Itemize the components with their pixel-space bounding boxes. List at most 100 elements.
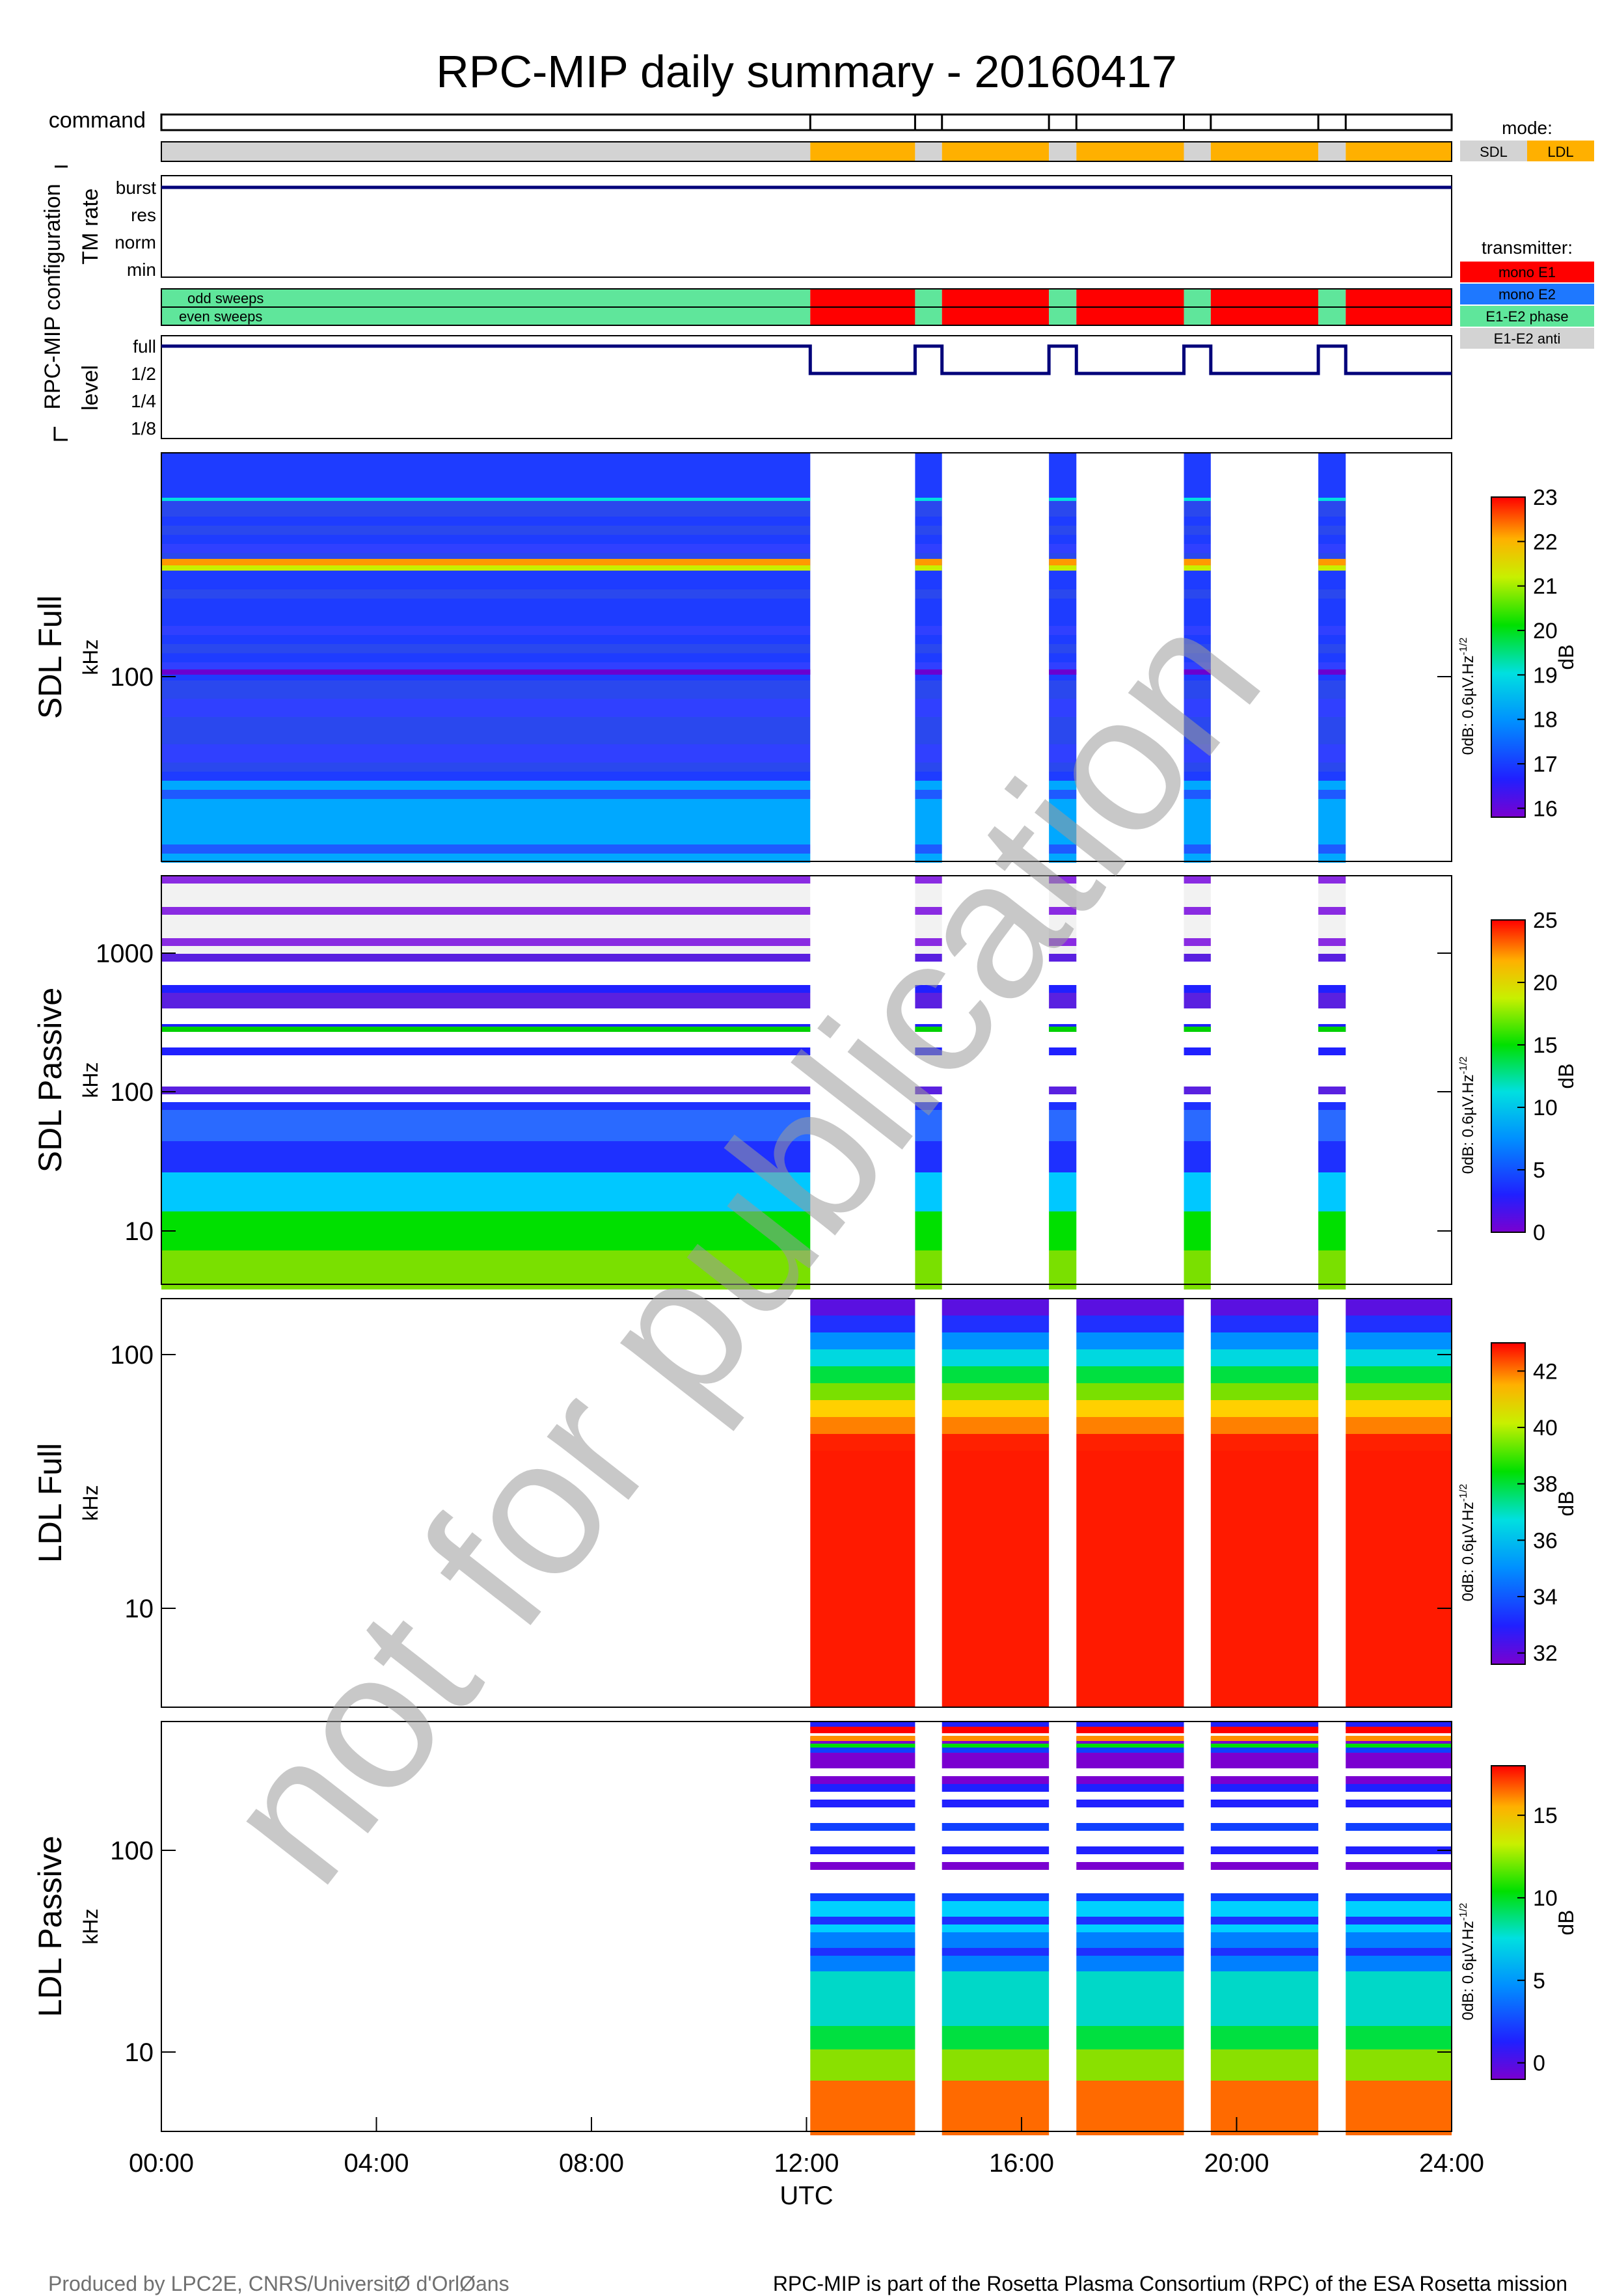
spectrogram-cell	[942, 1995, 1050, 2003]
spectrogram-cell	[1318, 915, 1346, 923]
spectrogram-cell	[1184, 565, 1211, 571]
spectrogram-cell	[915, 726, 942, 735]
colorbar-reference-exponent: -1/2	[1458, 1903, 1469, 1921]
spectrogram-cell	[1318, 1055, 1346, 1063]
spectrogram-cell	[1049, 690, 1077, 699]
spectrogram-cell	[1184, 1258, 1211, 1266]
colorbar-tick-label: 15	[1533, 1803, 1558, 1828]
spectrogram-cell	[810, 1349, 915, 1366]
odd-sweeps-label: odd sweeps	[187, 290, 264, 306]
spectrogram-cell	[1210, 1940, 1319, 1948]
spectrogram-cell	[1184, 923, 1211, 930]
spectrogram-cell	[1318, 1008, 1346, 1016]
spectrogram-cell	[1184, 1149, 1211, 1157]
spectrogram-cell	[1210, 2112, 1319, 2120]
spectrogram-cell	[1210, 1744, 1319, 1748]
spectrogram-cell	[161, 535, 811, 544]
spectrogram-cell	[810, 2065, 915, 2073]
spectrogram-cell	[1318, 462, 1346, 471]
spectrogram-cell	[1318, 735, 1346, 744]
spectrogram-cell	[915, 790, 942, 799]
spectrogram-cell	[1049, 938, 1077, 946]
mode-segment	[161, 142, 811, 161]
spectrogram-cell	[1184, 985, 1211, 993]
spectrogram-cell	[1049, 589, 1077, 599]
spectrogram-cell	[1184, 480, 1211, 489]
spectrogram-cell	[942, 1744, 1050, 1748]
spectrogram-cell	[1184, 1126, 1211, 1133]
spectrogram-cell	[810, 1901, 915, 1909]
spectrogram-cell	[1346, 1979, 1452, 1987]
spectrogram-cell	[1049, 907, 1077, 915]
mode-segment	[810, 142, 915, 161]
spectrogram-cell	[1346, 1917, 1452, 1925]
spectrogram-cell	[161, 589, 811, 599]
spectrogram-cell	[1076, 1917, 1184, 1925]
spectrogram-cell	[942, 1383, 1050, 1400]
spectrogram-cell	[161, 690, 811, 699]
spectrogram-cell	[810, 1744, 915, 1748]
spectrogram-cell	[942, 1727, 1050, 1733]
spectrogram-cell	[915, 608, 942, 617]
spectrogram-cell	[1318, 946, 1346, 954]
spectrogram-cell	[915, 753, 942, 763]
spectrogram-cell	[1184, 699, 1211, 708]
spectrogram-cell	[1346, 2034, 1452, 2042]
spectrogram-cell	[1318, 480, 1346, 489]
spectrogram-cell	[1184, 1219, 1211, 1227]
spectrogram-cell	[1184, 726, 1211, 735]
spectrogram-cell	[810, 1727, 915, 1733]
spectrogram-cell	[942, 2120, 1050, 2127]
spectrogram-cell	[942, 1815, 1050, 1823]
spectrogram-cell	[1184, 1071, 1211, 1079]
spectrogram-cell	[1049, 453, 1077, 462]
spectrogram-cell	[1076, 1744, 1184, 1748]
spectrogram-cell	[1318, 1188, 1346, 1196]
spectrogram-cell	[1184, 735, 1211, 744]
spectrogram-cell	[810, 1987, 915, 1995]
spectrogram-cell	[1049, 1027, 1077, 1032]
spectrogram-cell	[942, 1400, 1050, 1417]
spectrogram-cell	[915, 708, 942, 717]
spectrogram-cell	[1210, 1862, 1319, 1870]
config-group-label: RPC-MIP configuration	[40, 183, 65, 409]
spectrogram-cell	[1346, 2018, 1452, 2026]
spectrogram-cell	[161, 1219, 811, 1227]
spectrogram-cell	[1318, 753, 1346, 763]
spectrogram-cell	[1210, 1451, 1319, 1707]
spectrogram-cell	[1210, 2120, 1319, 2127]
spectrogram-cell	[1184, 1047, 1211, 1055]
spectrogram-cell	[1346, 1815, 1452, 1823]
spectrogram-cell	[1076, 1451, 1184, 1707]
spectrogram-cell	[810, 1846, 915, 1854]
spectrogram-cell	[810, 2003, 915, 2010]
spectrogram-cell	[942, 1932, 1050, 1940]
spectrogram-cell	[1184, 835, 1211, 844]
spectrogram-cell	[1049, 930, 1077, 938]
spectrogram-cell	[942, 1925, 1050, 1932]
spectrogram-cell	[1049, 580, 1077, 589]
mode-segment	[1318, 142, 1346, 161]
spectrogram-cell	[1184, 962, 1211, 969]
spectrogram-cell	[1049, 1196, 1077, 1204]
spectrogram-cell	[1210, 1807, 1319, 1815]
spectrogram-cell	[1076, 1979, 1184, 1987]
spectrogram-cell	[161, 1227, 811, 1235]
mode-segment	[1184, 142, 1211, 161]
spectrogram-cell	[1318, 835, 1346, 844]
spectrogram-cell	[1210, 1831, 1319, 1839]
spectrogram-cell	[1049, 969, 1077, 977]
spectrogram-cell	[1184, 1172, 1211, 1180]
spectrogram-cell	[1318, 1227, 1346, 1235]
spectrogram-cell	[1184, 977, 1211, 985]
spectrogram-cell	[1346, 2026, 1452, 2034]
spectrogram-cell	[810, 2010, 915, 2018]
odd-sweep-segment	[1318, 289, 1346, 307]
spectrogram-cell	[1049, 699, 1077, 708]
spectrogram-cell	[915, 1165, 942, 1172]
spectrogram-cell	[915, 946, 942, 954]
spectrogram-cell	[1346, 1862, 1452, 1870]
spectrogram-cell	[1346, 1925, 1452, 1932]
spectrogram-cell	[1184, 744, 1211, 753]
colorbar-tick-label: 17	[1533, 752, 1558, 777]
